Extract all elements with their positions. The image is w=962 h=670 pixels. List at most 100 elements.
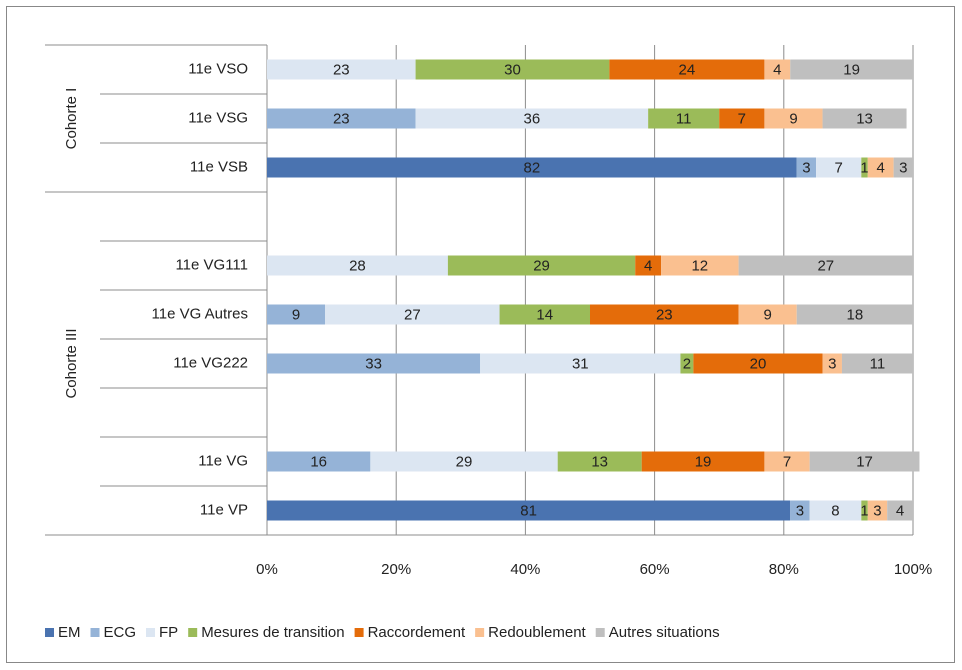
legend-swatch xyxy=(146,628,156,637)
bar-segment xyxy=(796,157,817,178)
value-label: 19 xyxy=(695,453,712,470)
value-label: 4 xyxy=(877,159,885,176)
value-label: 27 xyxy=(404,306,421,323)
bar-segment xyxy=(809,500,862,521)
bar-segment xyxy=(867,500,888,521)
legend-label: Autres situations xyxy=(609,624,720,641)
value-label: 36 xyxy=(524,110,541,127)
value-label: 28 xyxy=(349,257,366,274)
bar-segment xyxy=(764,451,810,472)
bar-segment xyxy=(635,255,662,276)
value-label: 31 xyxy=(572,355,589,372)
y-tick-label: 11e VG111 xyxy=(175,256,248,273)
bar-segment xyxy=(267,451,371,472)
bar-segment xyxy=(267,108,416,129)
bar-segment xyxy=(796,304,913,325)
value-label: 4 xyxy=(896,502,904,519)
legend-label: FP xyxy=(159,624,178,641)
value-label: 9 xyxy=(789,110,797,127)
value-label: 29 xyxy=(533,257,550,274)
bar-segment xyxy=(267,59,416,80)
value-label: 29 xyxy=(456,453,473,470)
bar-segment xyxy=(590,304,739,325)
bar-segment xyxy=(267,304,326,325)
bar-segment xyxy=(680,353,694,374)
legend-swatch xyxy=(595,628,605,637)
legend-swatch xyxy=(188,628,198,637)
value-label: 3 xyxy=(802,159,810,176)
bar-segment xyxy=(415,108,649,129)
legend-label: Mesures de transition xyxy=(201,624,344,641)
value-label: 9 xyxy=(292,306,300,323)
x-tick-label: 80% xyxy=(769,561,799,578)
bar-segment xyxy=(841,353,913,374)
value-label: 18 xyxy=(847,306,864,323)
x-tick-label: 100% xyxy=(894,561,932,578)
bar-segment xyxy=(822,353,842,374)
value-label: 20 xyxy=(750,355,767,372)
legend-swatch xyxy=(354,628,364,637)
value-label: 30 xyxy=(504,61,521,78)
value-label: 9 xyxy=(763,306,771,323)
value-label: 17 xyxy=(856,453,873,470)
value-label: 13 xyxy=(591,453,608,470)
bar-segment xyxy=(861,157,868,178)
value-label: 24 xyxy=(679,61,696,78)
y-tick-label: 11e VG222 xyxy=(173,354,248,371)
bar-segment xyxy=(480,353,681,374)
bar-segment xyxy=(267,255,448,276)
group-label: Cohorte III xyxy=(63,328,80,398)
bar-segment xyxy=(370,451,558,472)
y-tick-label: 11e VSO xyxy=(188,60,248,77)
legend-label: Raccordement xyxy=(368,624,466,641)
bar-segment xyxy=(893,157,913,178)
value-label: 33 xyxy=(365,355,382,372)
bar-segment xyxy=(267,157,797,178)
value-label: 3 xyxy=(873,502,881,519)
bar-segment xyxy=(609,59,765,80)
value-label: 16 xyxy=(310,453,327,470)
y-tick-label: 11e VG xyxy=(198,452,248,469)
y-tick-label: 11e VSG xyxy=(188,109,248,126)
bar-segment xyxy=(719,108,765,129)
bar-segment xyxy=(790,500,810,521)
y-tick-label: 11e VP xyxy=(200,501,248,518)
value-label: 8 xyxy=(831,502,839,519)
value-label: 7 xyxy=(738,110,746,127)
legend-swatch xyxy=(45,628,54,637)
x-tick-label: 40% xyxy=(510,561,540,578)
bar-segment xyxy=(693,353,823,374)
value-label: 2 xyxy=(683,355,691,372)
bar-segment xyxy=(764,108,823,129)
value-label: 81 xyxy=(520,502,537,519)
legend-label: Redoublement xyxy=(488,624,586,641)
legend-swatch xyxy=(475,628,485,637)
bar-segment xyxy=(648,108,720,129)
value-label: 19 xyxy=(843,61,860,78)
bar-segment xyxy=(499,304,590,325)
bar-segment xyxy=(822,108,907,129)
bar-segment xyxy=(790,59,913,80)
value-label: 7 xyxy=(835,159,843,176)
x-tick-label: 60% xyxy=(640,561,670,578)
legend-swatch xyxy=(90,628,100,637)
bar-segment xyxy=(764,59,791,80)
legend-label: ECG xyxy=(104,624,137,641)
value-label: 14 xyxy=(536,306,553,323)
value-label: 13 xyxy=(856,110,873,127)
value-label: 23 xyxy=(333,110,350,127)
bar-segment xyxy=(816,157,862,178)
value-label: 3 xyxy=(796,502,804,519)
bar-segment xyxy=(738,255,913,276)
value-label: 82 xyxy=(524,159,541,176)
bar-segment xyxy=(267,500,791,521)
chart-frame xyxy=(6,6,955,663)
x-tick-label: 20% xyxy=(381,561,411,578)
bar-segment xyxy=(557,451,642,472)
value-label: 23 xyxy=(333,61,350,78)
value-label: 1 xyxy=(860,502,868,519)
bar-segment xyxy=(861,500,868,521)
group-label: Cohorte I xyxy=(63,88,80,150)
bar-segment xyxy=(415,59,610,80)
